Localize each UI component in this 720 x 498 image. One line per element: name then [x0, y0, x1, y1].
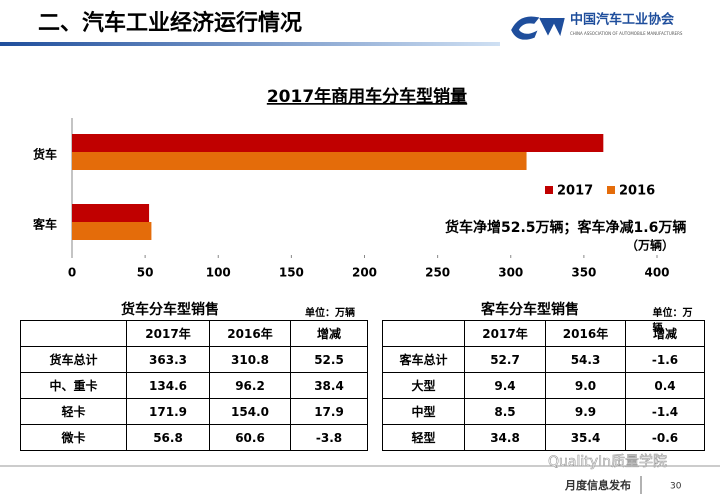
table-header-cell: 2016年 — [209, 320, 291, 347]
table-header-row: 2017年 2016年 增减 — [382, 320, 705, 347]
table-unit: 单位：万辆 — [305, 308, 355, 319]
watermark: QualityIn质量学院 — [548, 454, 667, 470]
table: 2017年 2016年 增减 货车总计 363.3 310.8 52.5 中、重卡 134.6 9… — [20, 320, 368, 451]
legend-swatch — [545, 186, 553, 194]
table-corner — [20, 320, 127, 347]
logo-text: 中国汽车工业协会 — [570, 12, 675, 28]
logo-subtext: CHINA ASSOCIATION OF AUTOMOBILE MANUFACT… — [570, 31, 683, 36]
table-cell: 56.8 — [126, 424, 210, 451]
table-row: 中型 8.5 9.9 -1.4 — [382, 398, 705, 425]
table-cell: 微卡 — [20, 424, 127, 451]
x-tick-label: 100 — [206, 266, 231, 280]
table-caption: 客车分车型销售 — [481, 302, 579, 318]
table-cell: 60.6 — [209, 424, 291, 451]
y-tick-label: 客车 — [32, 217, 57, 232]
table-cell: 38.4 — [290, 372, 368, 399]
table-cell: 轻卡 — [20, 398, 127, 425]
x-tick-label: 300 — [498, 266, 523, 280]
x-axis-label: （万辆） — [626, 238, 674, 253]
table-header-cell: 增减 — [625, 320, 705, 347]
table-cell: 轻型 — [382, 424, 465, 451]
table-cell: -0.6 — [625, 424, 705, 451]
x-tick-label: 0 — [68, 266, 76, 280]
bar — [72, 204, 150, 222]
table-cell: 154.0 — [209, 398, 291, 425]
x-tick-label: 250 — [425, 266, 450, 280]
table-cell: 34.8 — [464, 424, 546, 451]
table-header-cell: 2017年 — [126, 320, 210, 347]
table-row: 轻卡 171.9 154.0 17.9 — [20, 398, 368, 425]
bar — [72, 134, 604, 152]
table-cell: 363.3 — [126, 346, 210, 373]
table-cell: -3.8 — [290, 424, 368, 451]
bar — [72, 222, 152, 240]
logo-mark — [511, 16, 565, 40]
table-row: 微卡 56.8 60.6 -3.8 — [20, 424, 368, 451]
table-cell: 中型 — [382, 398, 465, 425]
table-corner — [382, 320, 465, 347]
page-title: 二、汽车工业经济运行情况 — [38, 10, 302, 36]
table-cell: -1.6 — [625, 346, 705, 373]
table-cell: 货车总计 — [20, 346, 127, 373]
table: 2017年 2016年 增减 客车总计 52.7 54.3 -1.6 大型 9.4 9.0 0.4 中… — [382, 320, 705, 451]
header-bar — [0, 42, 500, 46]
table-row: 大型 9.4 9.0 0.4 — [382, 372, 705, 399]
annotation: 货车净增52.5万辆；客车净减1.6万辆 — [444, 219, 686, 236]
table-cell: 54.3 — [545, 346, 626, 373]
table-cell: 17.9 — [290, 398, 368, 425]
table-cell: 35.4 — [545, 424, 626, 451]
page-number: 30 — [670, 482, 682, 492]
chart-title: 2017年商用车分车型销量 — [267, 86, 467, 107]
table-cell: 9.0 — [545, 372, 626, 399]
table-header-cell: 2017年 — [464, 320, 546, 347]
y-tick-label: 货车 — [33, 147, 57, 162]
table-cell: 9.9 — [545, 398, 626, 425]
table-header-cell: 增减 — [290, 320, 368, 347]
table-cell: 96.2 — [209, 372, 291, 399]
table-cell: 8.5 — [464, 398, 546, 425]
table-cell: 171.9 — [126, 398, 210, 425]
x-tick-label: 400 — [644, 266, 669, 280]
table-cell: 52.5 — [290, 346, 368, 373]
table-caption: 货车分车型销售 — [121, 302, 219, 318]
table-row: 轻型 34.8 35.4 -0.6 — [382, 424, 705, 451]
table-row: 客车总计 52.7 54.3 -1.6 — [382, 346, 705, 373]
x-tick-label: 200 — [352, 266, 377, 280]
x-tick-label: 50 — [137, 266, 154, 280]
table-header-cell: 2016年 — [545, 320, 626, 347]
table-cell: -1.4 — [625, 398, 705, 425]
table-row: 货车总计 363.3 310.8 52.5 — [20, 346, 368, 373]
table-cell: 中、重卡 — [20, 372, 127, 399]
table-cell: 52.7 — [464, 346, 546, 373]
x-tick-label: 350 — [571, 266, 596, 280]
footer-text: 月度信息发布 — [564, 478, 631, 492]
legend-label: 2017 — [557, 184, 593, 199]
table-cell: 客车总计 — [382, 346, 465, 373]
legend-label: 2016 — [619, 184, 655, 199]
table-header-row: 2017年 2016年 增减 — [20, 320, 368, 347]
table-cell: 310.8 — [209, 346, 291, 373]
table-cell: 大型 — [382, 372, 465, 399]
table-cell: 0.4 — [625, 372, 705, 399]
table-cell: 134.6 — [126, 372, 210, 399]
table-cell: 9.4 — [464, 372, 546, 399]
x-tick-label: 150 — [279, 266, 304, 280]
legend-swatch — [607, 186, 615, 194]
bar — [72, 152, 527, 170]
table-row: 中、重卡 134.6 96.2 38.4 — [20, 372, 368, 399]
